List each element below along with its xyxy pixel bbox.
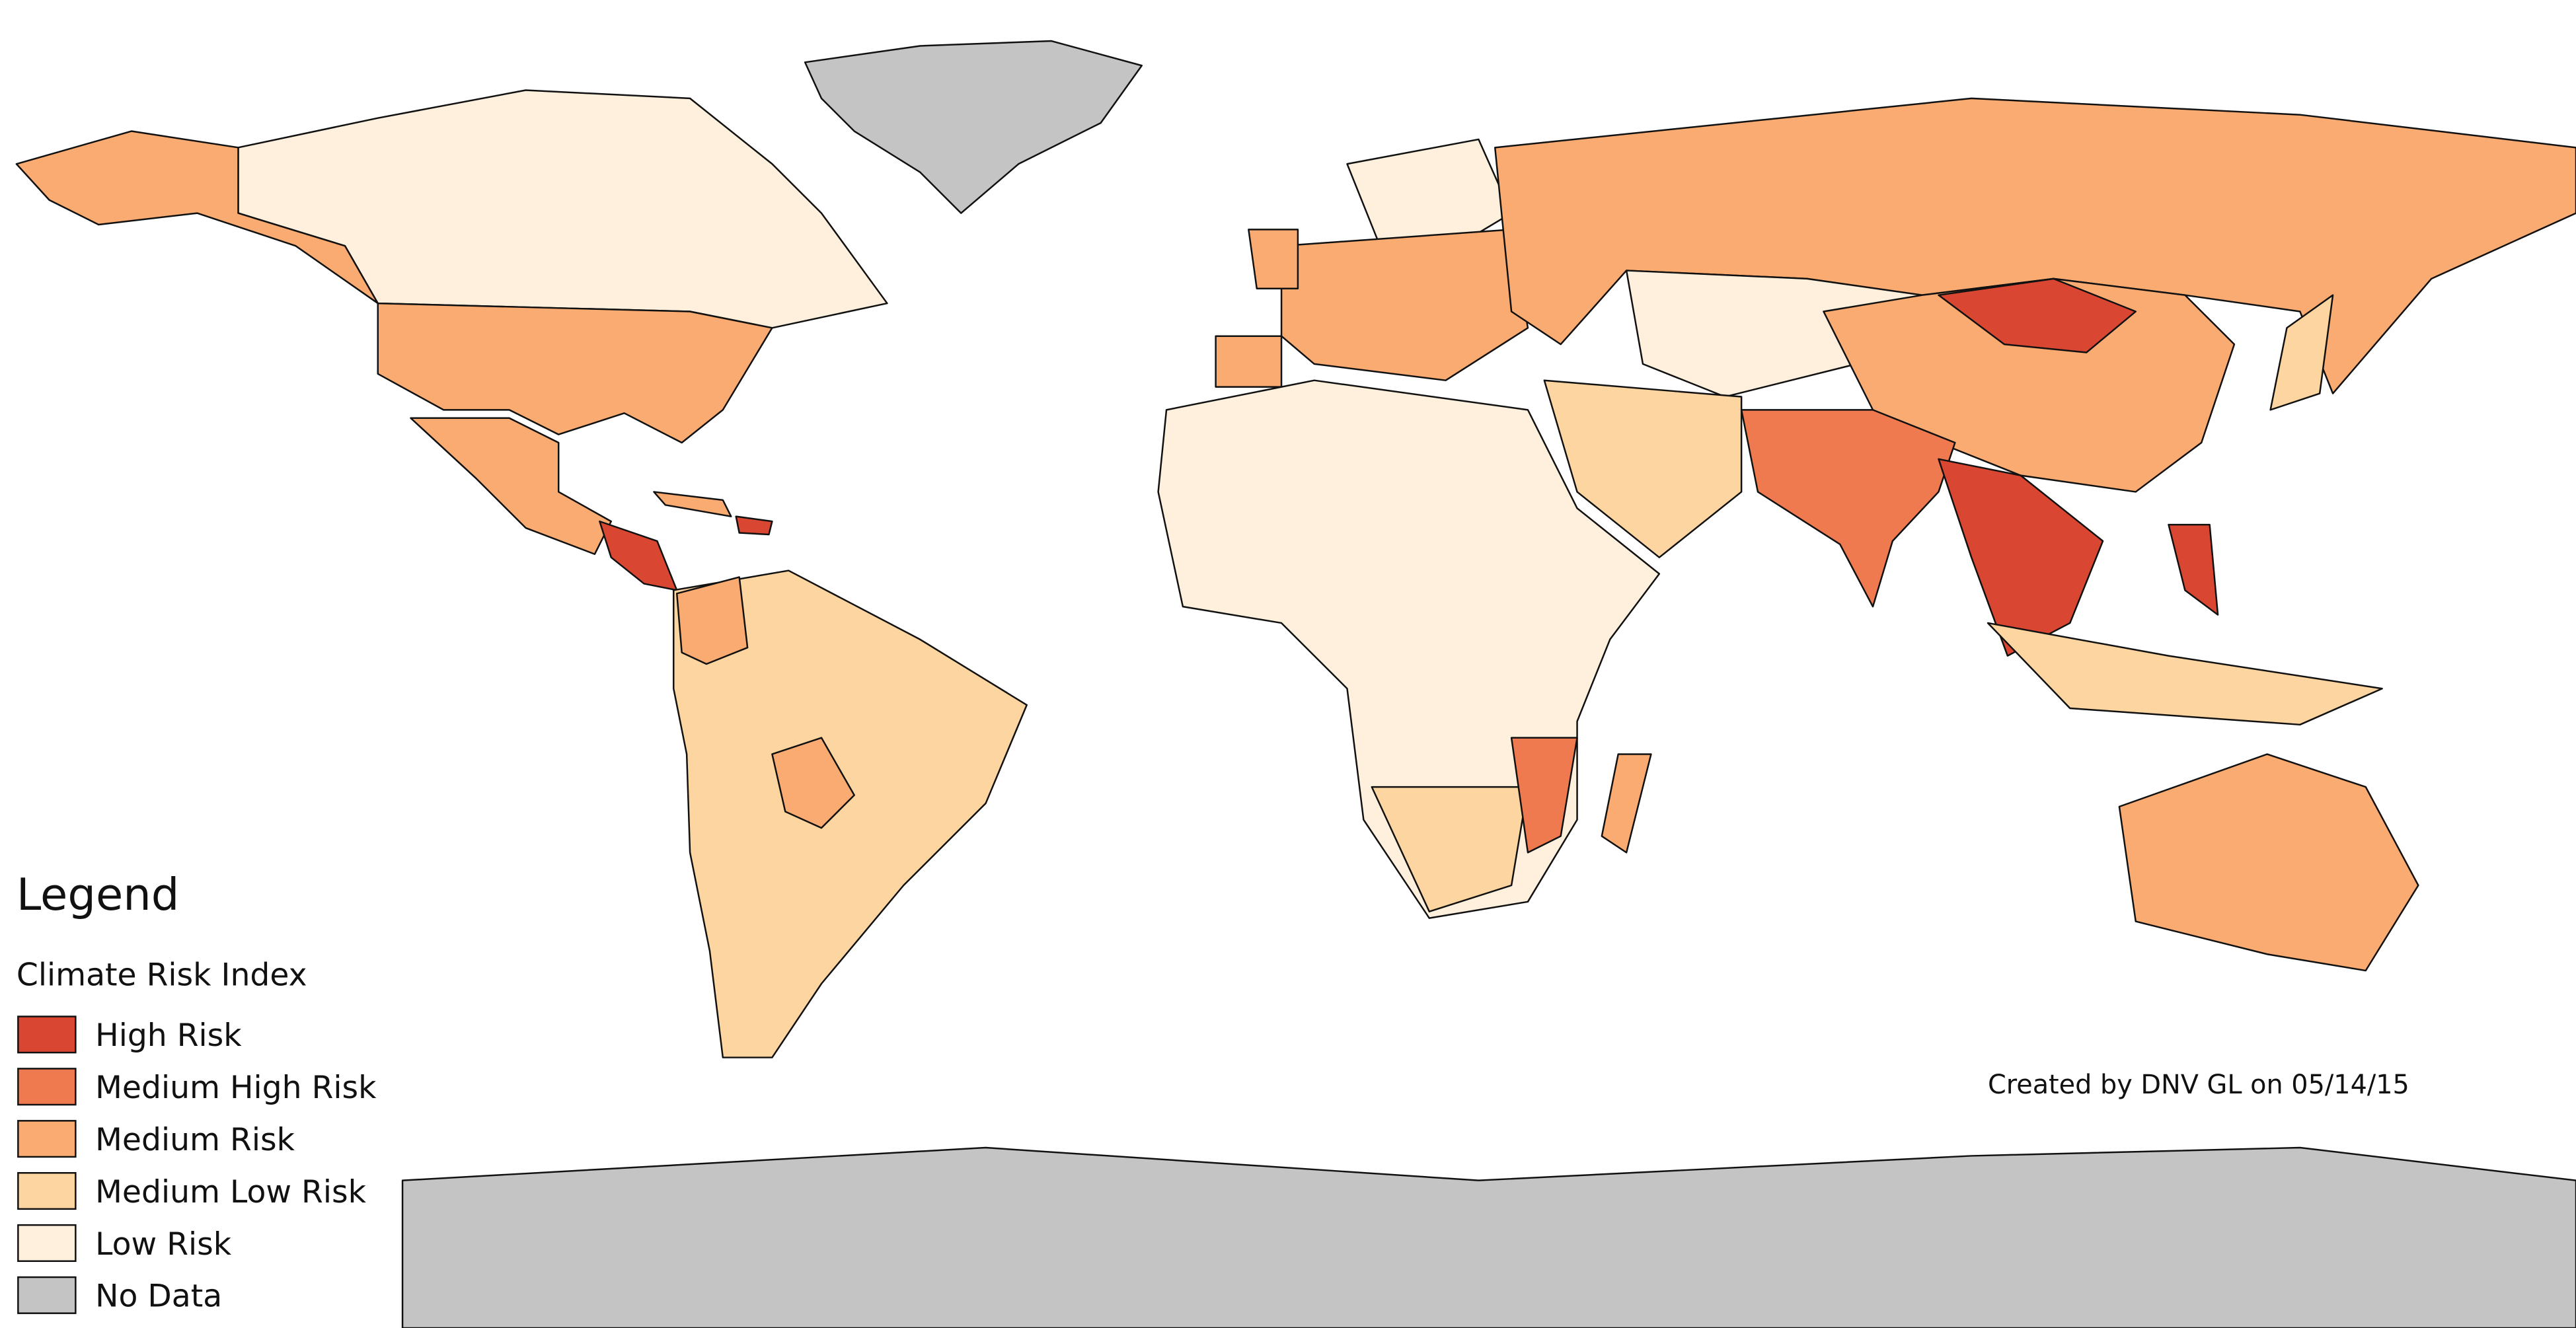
colombia xyxy=(675,576,749,665)
usa xyxy=(377,302,773,444)
south-asia xyxy=(1740,409,1956,608)
legend-swatch xyxy=(17,1120,77,1158)
legend-swatch xyxy=(17,1068,77,1106)
mongolia xyxy=(1938,277,2137,353)
legend-label: No Data xyxy=(95,1278,222,1315)
mexico xyxy=(410,417,613,555)
mozambique xyxy=(1510,737,1578,854)
legend-label: Low Risk xyxy=(95,1226,232,1263)
bolivia xyxy=(771,737,855,829)
credit: Created by DNV GL on 05/14/15 xyxy=(1988,1070,2409,1100)
legend-swatch xyxy=(17,1172,77,1210)
cuba xyxy=(653,491,732,517)
legend-title: Legend xyxy=(17,869,180,920)
legend-label: Medium High Risk xyxy=(95,1070,377,1106)
indonesia xyxy=(1987,622,2383,726)
countries xyxy=(15,40,2576,1328)
uk xyxy=(1248,229,1299,289)
legend-items: High Risk Medium High Risk Medium Risk Medi… xyxy=(17,1015,377,1315)
australia xyxy=(2118,753,2419,972)
philippines xyxy=(2168,523,2219,616)
legend-swatch xyxy=(17,1015,77,1054)
legend-label: High Risk xyxy=(95,1017,242,1054)
legend-subtitle: Climate Risk Index xyxy=(17,957,307,993)
greenland xyxy=(804,40,1143,214)
legend-label: Medium Risk xyxy=(95,1122,295,1158)
central-america xyxy=(599,520,678,591)
japan xyxy=(2269,294,2334,411)
iberia xyxy=(1215,335,1283,388)
middle-east xyxy=(1543,379,1743,558)
legend-swatch xyxy=(17,1276,77,1314)
legend-label: Medium Low Risk xyxy=(95,1174,366,1210)
antarctica xyxy=(401,1146,2576,1328)
haiti xyxy=(735,515,773,536)
south-america xyxy=(673,570,1028,1058)
southeast-asia xyxy=(1938,458,2104,657)
madagascar xyxy=(1601,753,1652,854)
southern-africa xyxy=(1371,786,1529,912)
legend-swatch xyxy=(17,1224,77,1262)
